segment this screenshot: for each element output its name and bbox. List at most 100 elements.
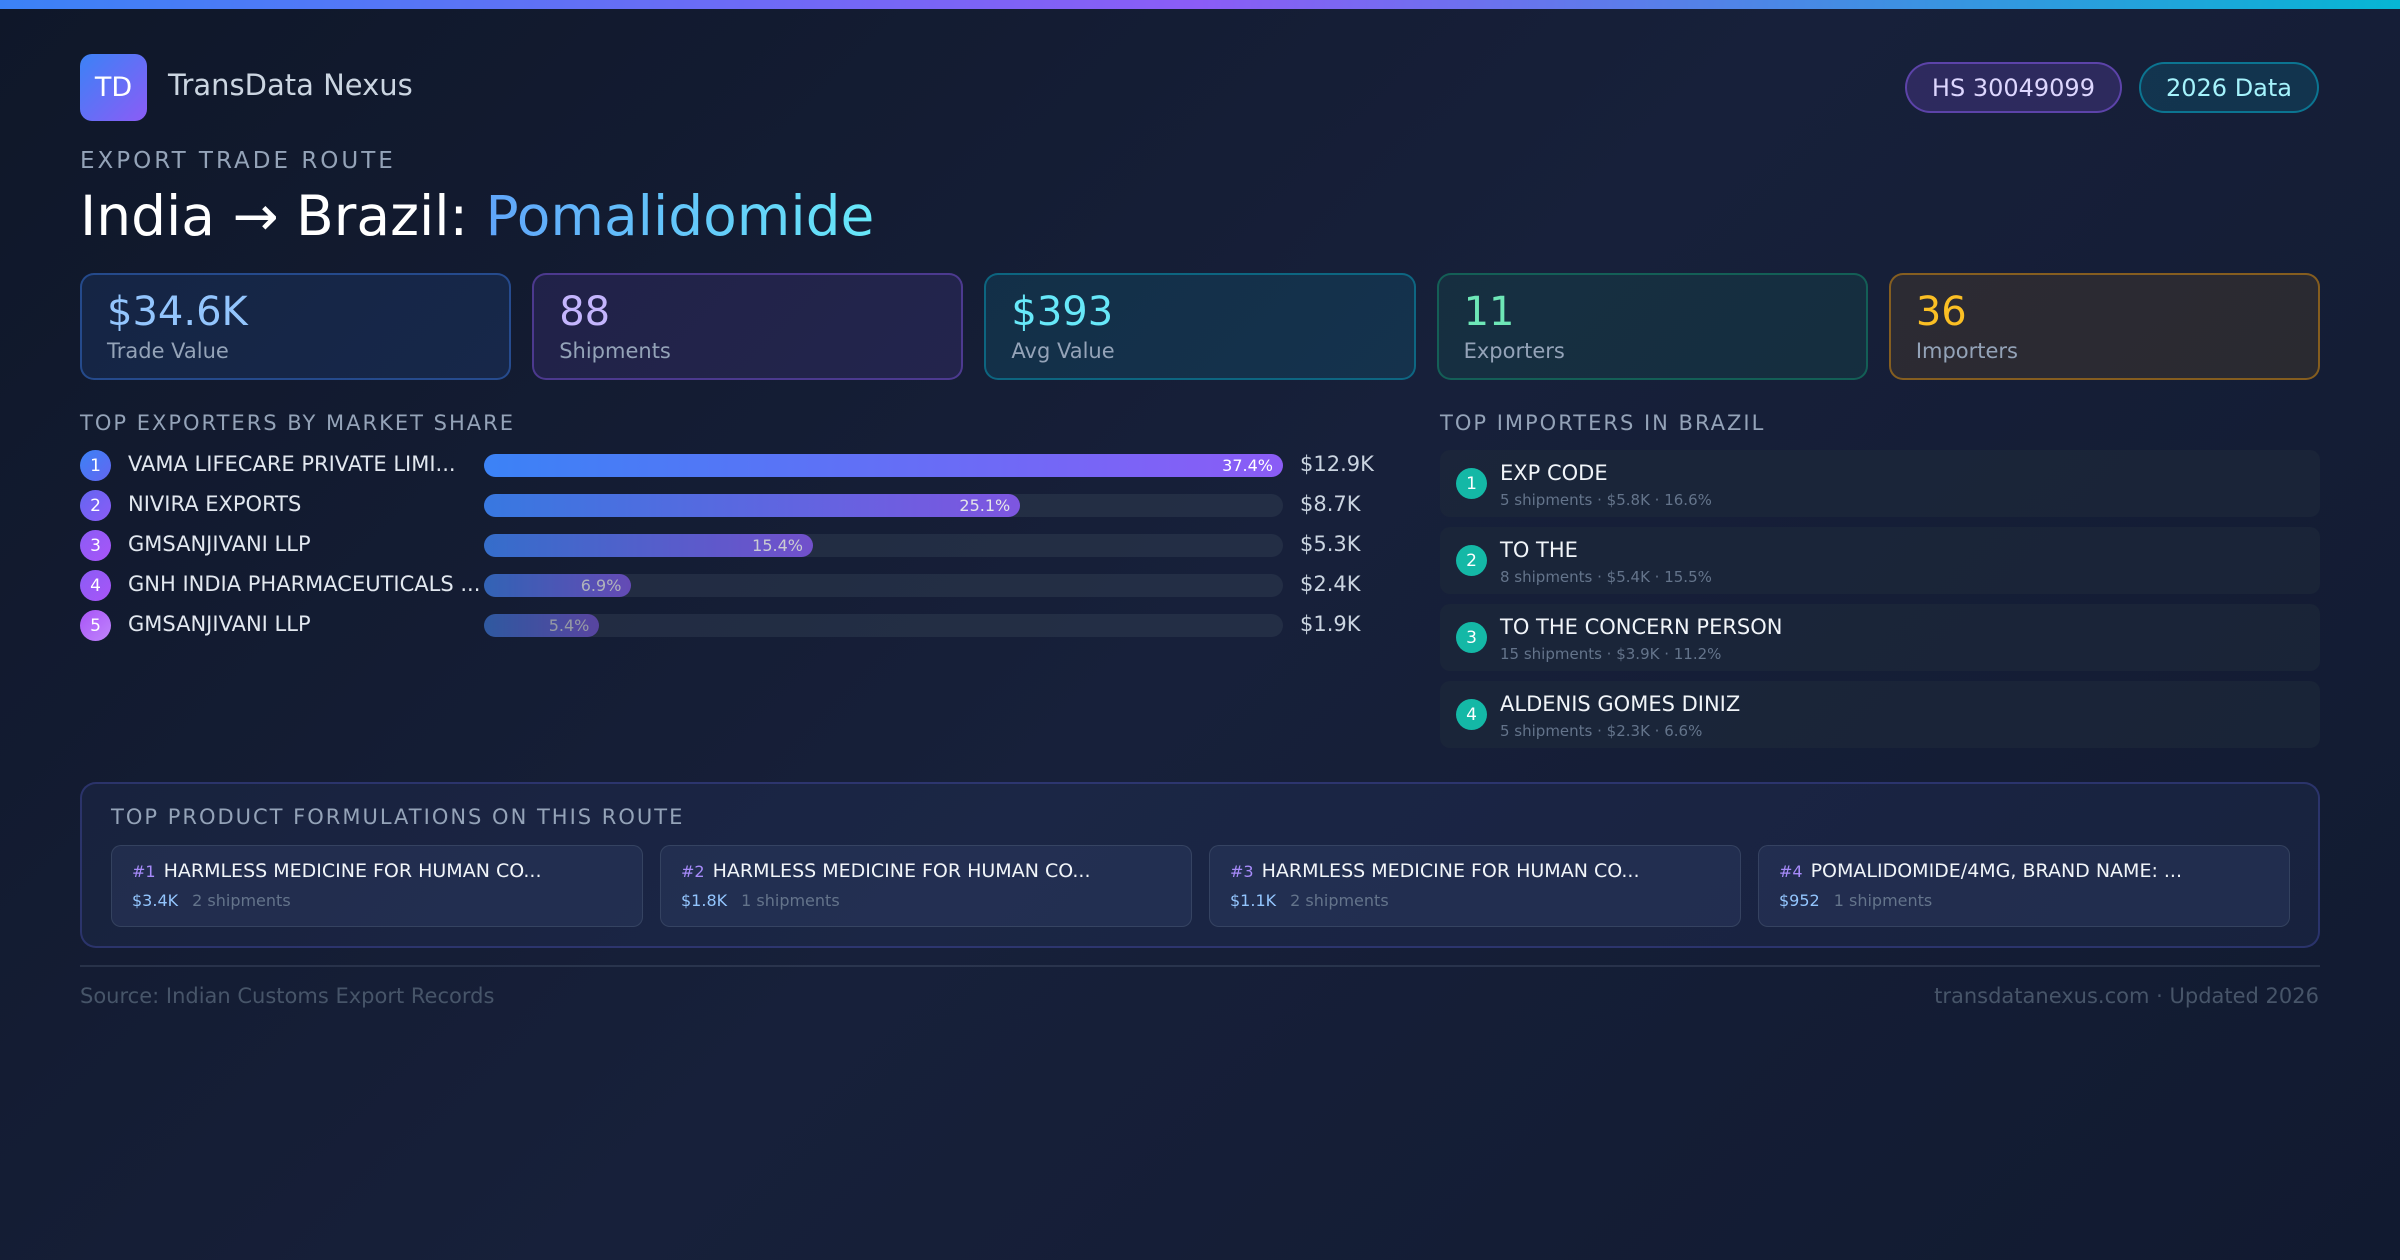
- badge: 2026 Data: [2138, 62, 2319, 113]
- logo: TD: [80, 54, 147, 121]
- kpi-label: Avg Value: [1011, 339, 1115, 363]
- bar-track: 15.4%: [484, 534, 1283, 557]
- badges: HS 30049099 2026 Data: [1904, 62, 2319, 113]
- bar-track: 37.4%: [484, 454, 1283, 477]
- formulation-title: #2 HARMLESS MEDICINE FOR HUMAN CO...: [681, 860, 1171, 882]
- bar-track: 5.4%: [484, 614, 1283, 637]
- formulation-value: $1.8K: [681, 891, 728, 910]
- kpi-card: 88 Shipments: [532, 273, 964, 380]
- exporter-name: GMSANJIVANI LLP: [128, 532, 311, 556]
- kpi-value: $393: [1011, 289, 1114, 335]
- formulation-card: #1 HARMLESS MEDICINE FOR HUMAN CO... $3.4K…: [111, 845, 643, 927]
- formulation-stats: $1.8K 1 shipments: [681, 891, 1171, 910]
- importer-card: 2 TO THE 8 shipments · $5.4K · 15.5%: [1440, 527, 2320, 594]
- accent-bar: [0, 0, 2400, 9]
- importer-meta: 8 shipments · $5.4K · 15.5%: [1500, 568, 1712, 586]
- footer-site: transdatanexus.com · Updated 2026: [1934, 984, 2319, 1008]
- rank: 1: [80, 450, 111, 481]
- rank: #4: [1779, 862, 1803, 881]
- title-prefix: India → Brazil:: [80, 184, 469, 248]
- badge: HS 30049099: [1904, 62, 2122, 113]
- bar-track: 25.1%: [484, 494, 1283, 517]
- kpi-label: Shipments: [559, 339, 671, 363]
- amount: $12.9K: [1300, 452, 1374, 476]
- rank: 1: [1456, 468, 1487, 499]
- importer-meta: 5 shipments · $2.3K · 6.6%: [1500, 722, 1703, 740]
- rank: #2: [681, 862, 705, 881]
- section-title: TOP EXPORTERS BY MARKET SHARE: [80, 411, 516, 435]
- share-bar: 5.4%: [484, 614, 600, 637]
- formulation-title: #3 HARMLESS MEDICINE FOR HUMAN CO...: [1230, 860, 1720, 882]
- importer-name: ALDENIS GOMES DINIZ: [1500, 692, 1741, 716]
- formulation-card: #3 HARMLESS MEDICINE FOR HUMAN CO... $1.1K…: [1209, 845, 1741, 927]
- amount: $2.4K: [1300, 572, 1361, 596]
- eyebrow: EXPORT TRADE ROUTE: [80, 148, 396, 174]
- kpi-card: 36 Importers: [1888, 273, 2321, 380]
- rank: 2: [1456, 545, 1487, 576]
- formulation-stats: $952 1 shipments: [1779, 891, 2269, 910]
- share-label: 5.4%: [548, 616, 590, 635]
- exporter-row: 3 GMSANJIVANI LLP 15.4% $5.3K: [80, 530, 1380, 561]
- formulation-value: $952: [1779, 891, 1820, 910]
- section-title: TOP PRODUCT FORMULATIONS ON THIS ROUTE: [111, 805, 685, 829]
- section-title: TOP IMPORTERS IN BRAZIL: [1440, 411, 1766, 435]
- rank: 4: [1456, 699, 1487, 730]
- importer-card: 4 ALDENIS GOMES DINIZ 5 shipments · $2.3K …: [1440, 681, 2320, 748]
- kpi-label: Importers: [1915, 339, 2019, 363]
- share-label: 25.1%: [959, 496, 1011, 515]
- formulation-shipments: 2 shipments: [1290, 891, 1389, 910]
- share-bar: 6.9%: [484, 574, 632, 597]
- rank: 5: [80, 610, 111, 641]
- exporter-row: 2 NIVIRA EXPORTS 25.1% $8.7K: [80, 490, 1380, 521]
- formulation-stats: $3.4K 2 shipments: [132, 891, 622, 910]
- rank: 2: [80, 490, 111, 521]
- share-bar: 15.4%: [484, 534, 813, 557]
- exporter-name: GMSANJIVANI LLP: [128, 612, 311, 636]
- kpi-row: $34.6K Trade Value 88 Shipments $393 Avg Valu…: [80, 273, 2321, 380]
- amount: $8.7K: [1300, 492, 1361, 516]
- exporter-name: VAMA LIFECARE PRIVATE LIMI...: [128, 452, 456, 476]
- formulation-name: HARMLESS MEDICINE FOR HUMAN CO...: [712, 860, 1091, 882]
- rank: 3: [1456, 622, 1487, 653]
- kpi-value: $34.6K: [107, 289, 248, 335]
- footer-source: Source: Indian Customs Export Records: [80, 984, 495, 1008]
- share-label: 15.4%: [752, 536, 803, 555]
- importer-card: 1 EXP CODE 5 shipments · $5.8K · 16.6%: [1440, 450, 2320, 517]
- formulation-card: #2 HARMLESS MEDICINE FOR HUMAN CO... $1.8K…: [660, 845, 1192, 927]
- amount: $1.9K: [1300, 612, 1361, 636]
- formulation-name: HARMLESS MEDICINE FOR HUMAN CO...: [163, 860, 542, 882]
- bar-track: 6.9%: [484, 574, 1283, 597]
- formulation-value: $1.1K: [1230, 891, 1277, 910]
- importer-name: EXP CODE: [1500, 461, 1608, 485]
- importer-meta: 5 shipments · $5.8K · 16.6%: [1500, 491, 1712, 509]
- kpi-card: $34.6K Trade Value: [80, 273, 512, 380]
- formulation-shipments: 1 shipments: [741, 891, 840, 910]
- rank: #3: [1230, 862, 1254, 881]
- formulation-cards: #1 HARMLESS MEDICINE FOR HUMAN CO... $3.4K…: [111, 845, 2290, 927]
- exporter-row: 4 GNH INDIA PHARMACEUTICALS ... 6.9% $2.4K: [80, 570, 1380, 601]
- importer-card: 3 TO THE CONCERN PERSON 15 shipments · $3.…: [1440, 604, 2320, 671]
- formulation-stats: $1.1K 2 shipments: [1230, 891, 1720, 910]
- share-label: 37.4%: [1222, 456, 1273, 475]
- formulation-name: POMALIDOMIDE/4MG, BRAND NAME: ...: [1810, 860, 2183, 882]
- kpi-value: 36: [1915, 289, 1967, 335]
- kpi-label: Exporters: [1463, 339, 1565, 363]
- importer-meta: 15 shipments · $3.9K · 11.2%: [1500, 645, 1722, 663]
- kpi-card: $393 Avg Value: [984, 273, 1416, 380]
- share-label: 6.9%: [580, 576, 622, 595]
- formulation-title: #4 POMALIDOMIDE/4MG, BRAND NAME: ...: [1779, 860, 2269, 882]
- route-title: India → Brazil: Pomalidomide: [80, 184, 874, 248]
- formulation-shipments: 2 shipments: [192, 891, 291, 910]
- rank: #1: [132, 862, 156, 881]
- kpi-label: Trade Value: [107, 339, 229, 363]
- amount: $5.3K: [1300, 532, 1361, 556]
- importer-name: TO THE: [1500, 538, 1578, 562]
- kpi-value: 88: [559, 289, 611, 335]
- formulations-panel: TOP PRODUCT FORMULATIONS ON THIS ROUTE #…: [80, 782, 2320, 948]
- exporter-name: GNH INDIA PHARMACEUTICALS ...: [128, 572, 481, 596]
- brand: TransData Nexus: [168, 68, 413, 102]
- formulation-title: #1 HARMLESS MEDICINE FOR HUMAN CO...: [132, 860, 622, 882]
- rank: 4: [80, 570, 111, 601]
- importer-name: TO THE CONCERN PERSON: [1500, 615, 1783, 639]
